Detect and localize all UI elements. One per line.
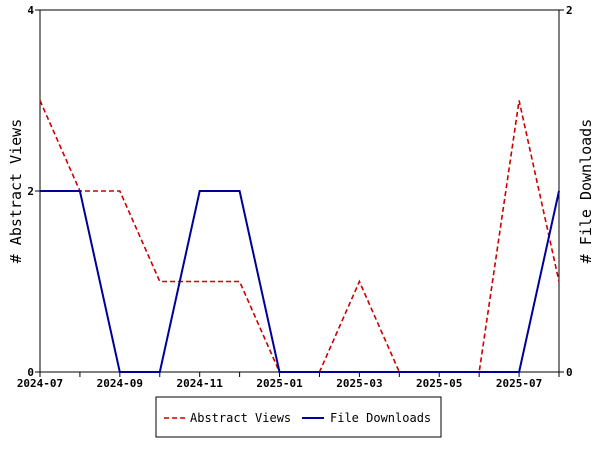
y-left-tick-label: 2 (27, 185, 34, 198)
x-tick-label: 2024-09 (97, 377, 143, 390)
y-left-tick-label: 0 (27, 366, 34, 379)
y-axis-left: 0 2 4 (27, 4, 40, 379)
y-axis-right-title: # File Downloads (577, 119, 595, 264)
y-left-tick-label: 4 (27, 4, 34, 17)
series-line-file-downloads (40, 190, 560, 373)
x-tick-label: 2025-07 (496, 377, 542, 390)
legend-box (155, 396, 442, 438)
y-right-tick-label: 2 (566, 4, 573, 17)
x-axis: 2024-07 2024-09 2024-11 2025-01 2025-03 2025-… (17, 372, 560, 390)
x-tick-label: 2025-03 (336, 377, 382, 390)
legend-label-file-downloads: File Downloads (330, 411, 431, 425)
series-layer (39, 100, 560, 373)
x-tick-label: 2024-11 (177, 377, 224, 390)
y-axis-right: 02 (559, 4, 573, 379)
x-tick-label: 2025-05 (416, 377, 462, 390)
plot-area (39, 9, 560, 373)
y-right-tick-label: 0 (566, 366, 573, 379)
x-tick-label: 2024-07 (17, 377, 63, 390)
y-axis-left-title: # Abstract Views (7, 119, 25, 264)
x-tick-label: 2025-01 (256, 377, 303, 390)
legend: Abstract Views File Downloads (155, 396, 442, 438)
legend-label-abstract-views: Abstract Views (190, 411, 291, 425)
